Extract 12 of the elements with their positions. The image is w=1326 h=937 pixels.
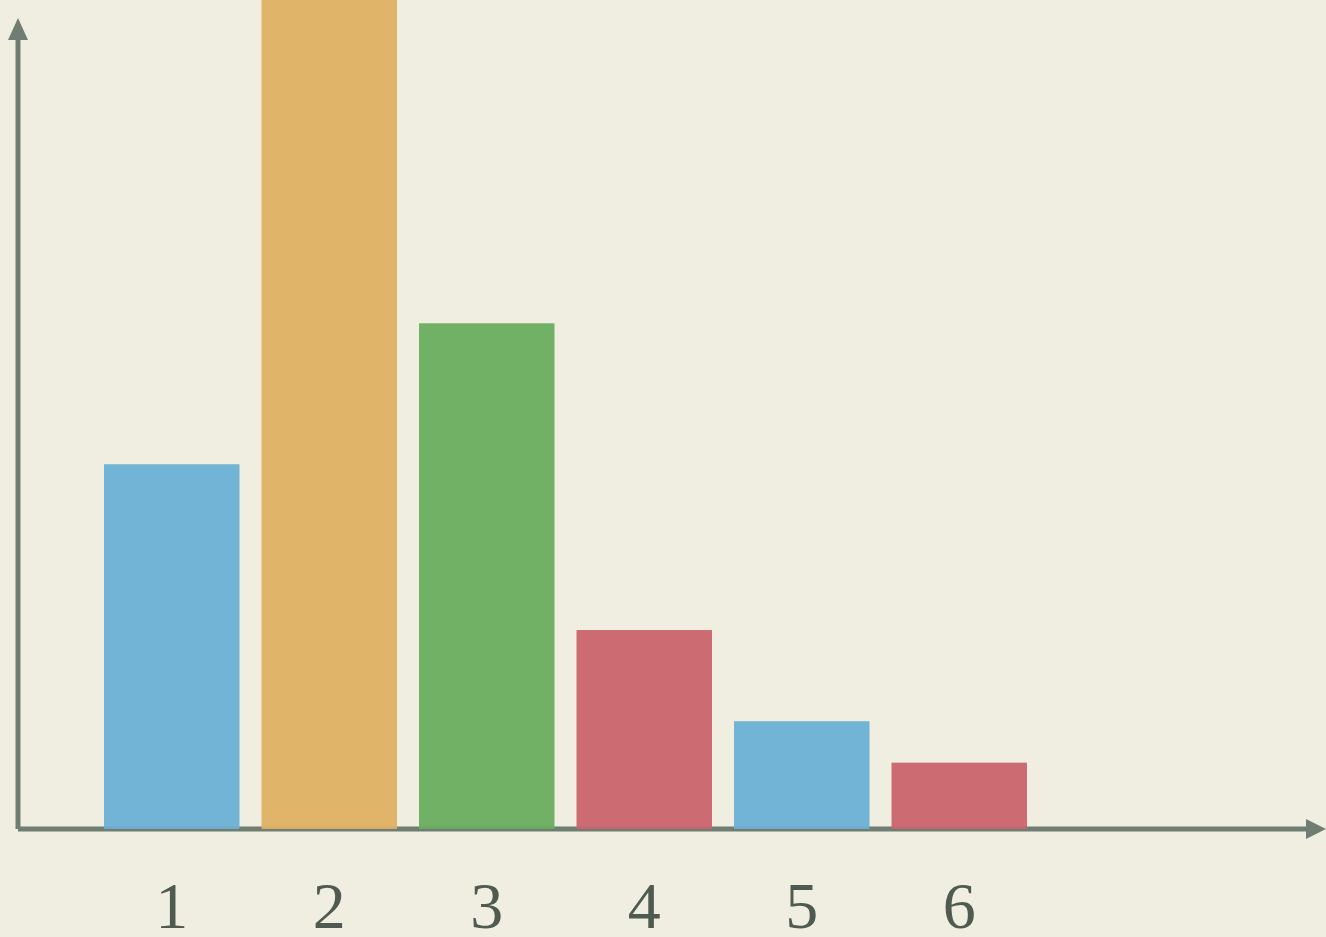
bar — [419, 323, 555, 829]
x-tick-label: 2 — [312, 869, 346, 937]
bar — [891, 762, 1027, 829]
x-tick-label: 6 — [942, 869, 976, 937]
x-tick-label: 5 — [785, 869, 819, 937]
x-tick-label: 3 — [470, 869, 504, 937]
bar — [576, 630, 712, 829]
x-tick-label: 1 — [155, 869, 189, 937]
x-tick-label: 4 — [627, 869, 661, 937]
bar — [734, 721, 870, 829]
bar — [104, 464, 240, 829]
bar — [261, 0, 397, 829]
